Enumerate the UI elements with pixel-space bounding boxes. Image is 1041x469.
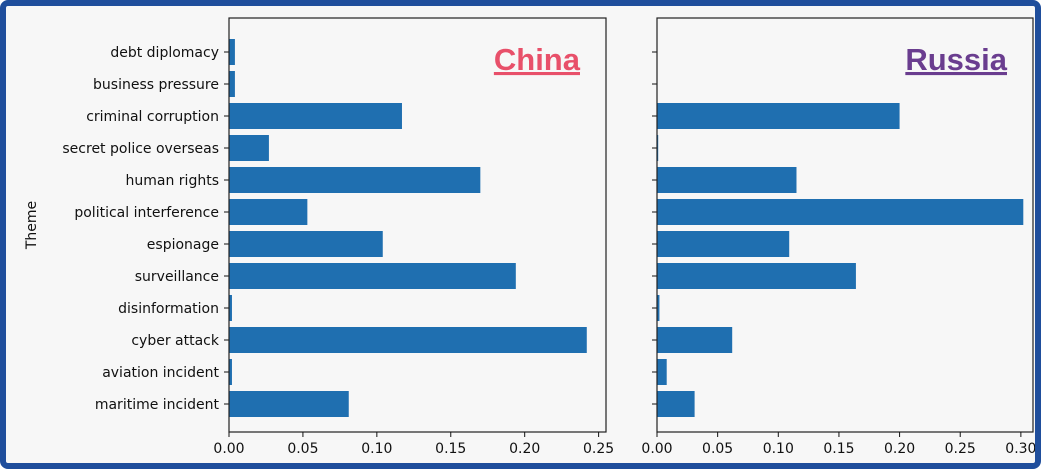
bar-china-7: [229, 263, 516, 289]
x-tick-label: 0.05: [702, 441, 733, 457]
y-tick-label: debt diplomacy: [110, 45, 219, 61]
x-axis-label: China: [398, 462, 438, 463]
y-tick-label: human rights: [126, 173, 219, 189]
x-tick-label: 0.10: [763, 441, 794, 457]
bar-china-2: [229, 103, 402, 129]
bar-china-1: [229, 71, 235, 97]
bar-russia-7: [657, 263, 856, 289]
panel-title-russia: Russia: [905, 42, 1007, 77]
bar-china-10: [229, 359, 232, 385]
bar-russia-11: [657, 391, 695, 417]
chart: Theme debt diplomacy business pressure crim…: [24, 17, 1035, 463]
x-tick-label: 0.25: [945, 441, 976, 457]
x-tick-label: 0.10: [361, 441, 392, 457]
x-tick-label: 0.00: [641, 441, 672, 457]
bar-china-8: [229, 295, 232, 321]
x-tick-label: 0.20: [884, 441, 915, 457]
bar-china-4: [229, 167, 481, 193]
y-tick-label: political interference: [74, 205, 219, 221]
bar-russia-2: [657, 103, 900, 129]
x-tick-label: 0.15: [435, 441, 466, 457]
x-tick-label: 0.30: [1005, 441, 1035, 457]
bar-china-11: [229, 391, 349, 417]
axes-frame: [656, 17, 1034, 433]
y-axis-label: Theme: [24, 201, 40, 250]
y-tick-label: aviation incident: [102, 365, 219, 381]
bar-china-0: [229, 39, 235, 65]
bar-russia-5: [657, 199, 1024, 225]
bar-china-3: [229, 135, 269, 161]
x-tick-label: 0.15: [823, 441, 854, 457]
x-tick-label: 0.00: [213, 441, 244, 457]
x-tick-label: 0.05: [287, 441, 318, 457]
bar-russia-4: [657, 167, 797, 193]
x-tick-label: 0.20: [509, 441, 540, 457]
bar-russia-10: [657, 359, 667, 385]
panel-title-china: China: [494, 42, 581, 77]
y-tick-label: disinformation: [118, 301, 219, 317]
bar-china-6: [229, 231, 383, 257]
y-tick-label: cyber attack: [131, 333, 220, 349]
bar-russia-6: [657, 231, 790, 257]
y-tick-label: surveillance: [135, 269, 219, 285]
x-axis-label: Russia: [822, 462, 867, 463]
bar-china-5: [229, 199, 308, 225]
y-tick-label: espionage: [147, 237, 219, 253]
bar-russia-9: [657, 327, 733, 353]
bar-russia-8: [657, 295, 660, 321]
y-tick-label: criminal corruption: [86, 109, 219, 125]
bar-china-9: [229, 327, 587, 353]
axes-frame: [228, 17, 607, 433]
y-tick-label: maritime incident: [95, 397, 220, 413]
x-tick-label: 0.25: [583, 441, 614, 457]
bar-russia-3: [657, 135, 659, 161]
y-tick-label: secret police overseas: [62, 141, 219, 157]
y-tick-label: business pressure: [93, 77, 219, 93]
